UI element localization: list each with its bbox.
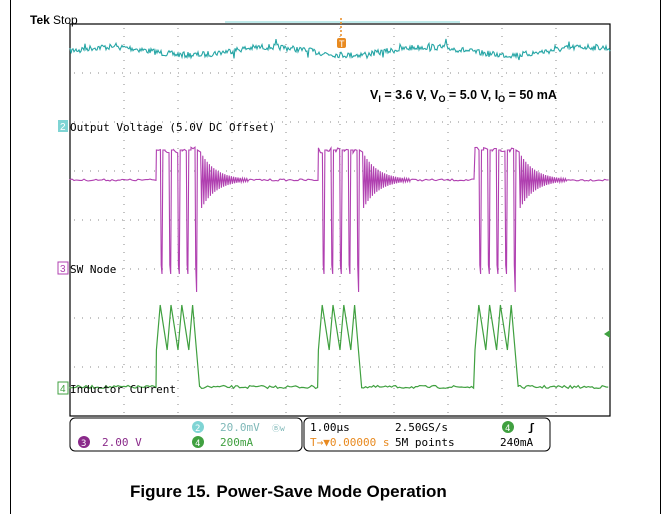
operating-conditions: VI = 3.6 V, VO = 5.0 V, IO = 50 mA <box>370 88 557 104</box>
ch4-marker: 4 <box>58 382 68 395</box>
svg-text:4: 4 <box>60 384 66 395</box>
ch4-label: Inductor Current <box>70 383 176 396</box>
svg-text:2: 2 <box>60 122 66 133</box>
sample-rate: 2.50GS/s <box>395 421 448 434</box>
svg-text:2: 2 <box>195 424 200 434</box>
timebase: 1.00µs <box>310 421 350 434</box>
ch2-label: Output Voltage (5.0V DC Offset) <box>70 121 275 134</box>
trigger-marker-label: T <box>339 39 345 49</box>
svg-text:4: 4 <box>505 424 510 434</box>
ch2-scale: 20.0mV <box>220 421 260 434</box>
trigger-offset: T→▼0.00000 s <box>310 436 389 449</box>
ch4-scale: 200mA <box>220 436 253 449</box>
ch3-scale: 2.00 V <box>102 436 142 449</box>
ch3-label: SW Node <box>70 263 116 276</box>
svg-text:4: 4 <box>195 439 200 449</box>
trigger-level: 240mA <box>500 436 533 449</box>
run-state-label: Stop <box>53 13 78 27</box>
figure-number: Figure 15. <box>130 482 210 501</box>
ch2-marker: 2 <box>58 120 68 133</box>
svg-text:3: 3 <box>81 439 86 449</box>
svg-text:3: 3 <box>60 264 66 275</box>
figure-caption: Figure 15. Power-Save Mode Operation <box>130 482 650 502</box>
ch2-bw-limit: Ⓑw <box>272 424 285 433</box>
record-length: 5M points <box>395 436 455 449</box>
ch3-marker: 3 <box>58 262 68 275</box>
brand-label: Tek <box>30 13 50 27</box>
trigger-slope-icon: ʃ <box>528 421 535 434</box>
figure-title: Power-Save Mode Operation <box>216 482 447 501</box>
